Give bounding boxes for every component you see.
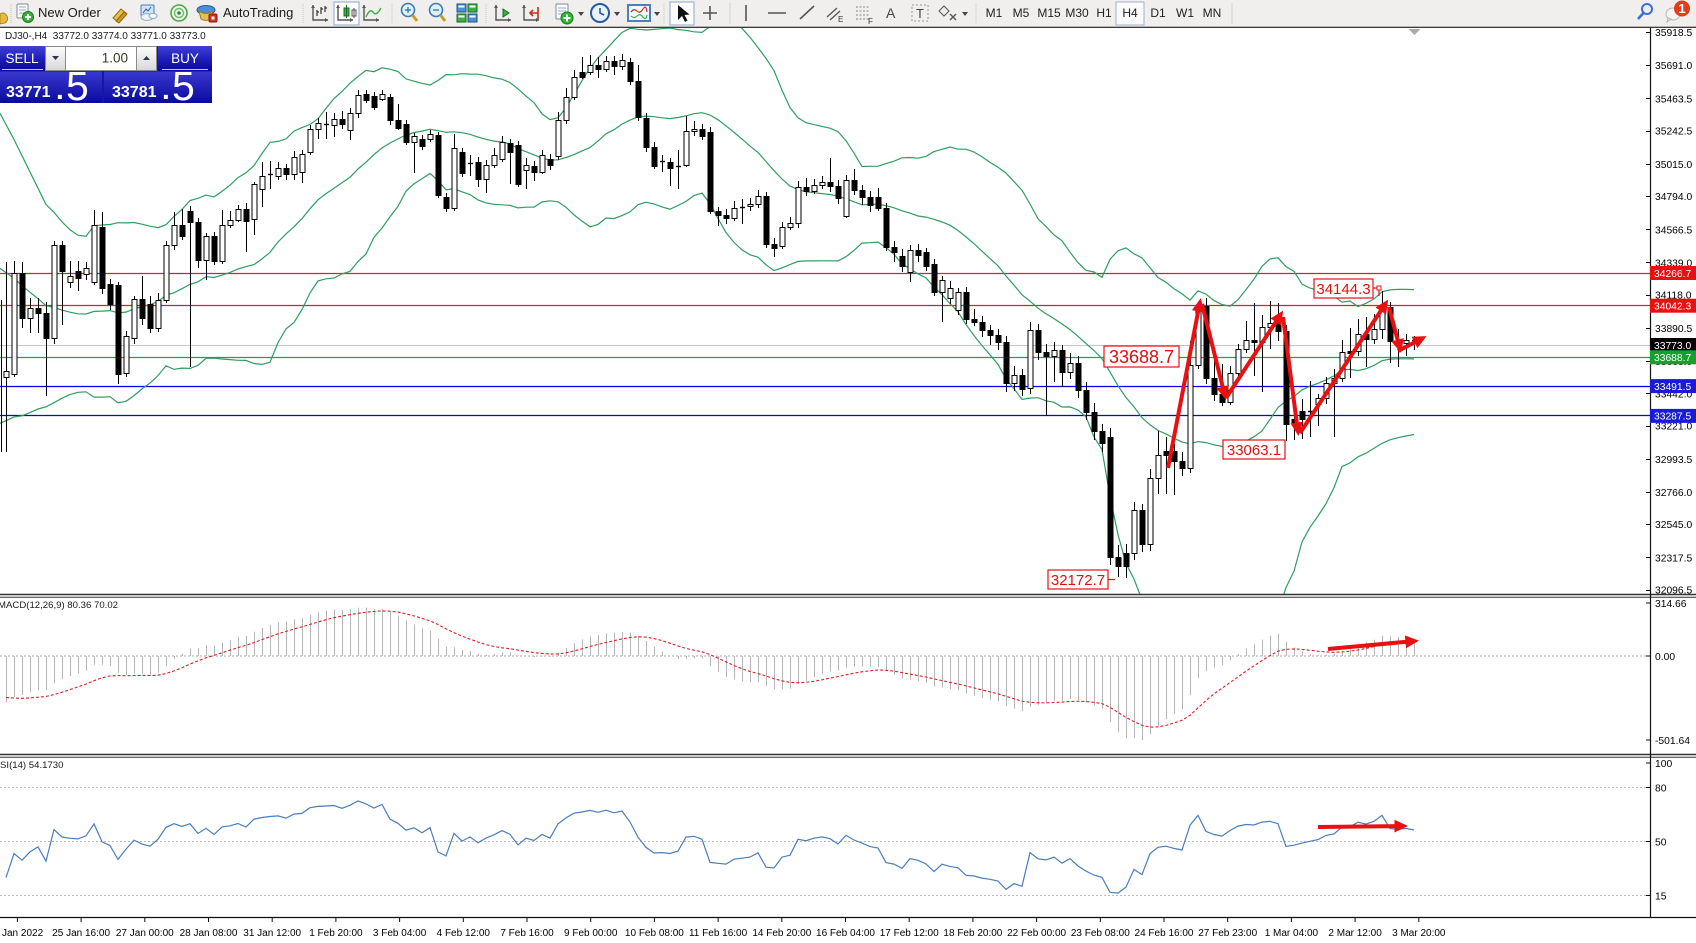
- svg-text:24 Feb 16:00: 24 Feb 16:00: [1135, 928, 1194, 939]
- svg-text:1: 1: [1678, 1, 1685, 16]
- svg-text:34144.3: 34144.3: [1316, 281, 1370, 298]
- svg-text:AutoTrading: AutoTrading: [223, 5, 293, 20]
- svg-text:16 Feb 04:00: 16 Feb 04:00: [816, 928, 875, 939]
- svg-text:32317.5: 32317.5: [1655, 553, 1692, 564]
- svg-text:35015.0: 35015.0: [1655, 160, 1692, 171]
- svg-text:33442.0: 33442.0: [1655, 389, 1692, 400]
- svg-text:31 Jan 12:00: 31 Jan 12:00: [243, 928, 301, 939]
- svg-text:100: 100: [1655, 759, 1672, 770]
- svg-text:T: T: [916, 6, 924, 21]
- svg-text:9 Feb 00:00: 9 Feb 00:00: [564, 928, 618, 939]
- svg-text:1 Feb 20:00: 1 Feb 20:00: [309, 928, 363, 939]
- svg-text:D1: D1: [1150, 6, 1166, 20]
- svg-text:34118.0: 34118.0: [1655, 291, 1692, 302]
- svg-text:New Order: New Order: [38, 5, 102, 20]
- svg-text:33221.0: 33221.0: [1655, 422, 1692, 433]
- svg-text:33491.5: 33491.5: [1654, 382, 1691, 393]
- svg-text:27 Jan 00:00: 27 Jan 00:00: [116, 928, 174, 939]
- svg-text:35463.5: 35463.5: [1655, 94, 1692, 105]
- svg-text:2 Mar 12:00: 2 Mar 12:00: [1328, 928, 1382, 939]
- svg-text:33063.1: 33063.1: [1227, 442, 1281, 459]
- svg-text:33781: 33781: [112, 84, 157, 101]
- svg-text:34339.0: 34339.0: [1655, 258, 1692, 269]
- svg-text:11 Feb 16:00: 11 Feb 16:00: [689, 928, 748, 939]
- svg-text:Jan 2022: Jan 2022: [2, 928, 44, 939]
- svg-text:33773.0: 33773.0: [1654, 341, 1691, 352]
- svg-text:W1: W1: [1176, 6, 1194, 20]
- svg-text:M30: M30: [1065, 6, 1089, 20]
- svg-text:1 Mar 04:00: 1 Mar 04:00: [1265, 928, 1319, 939]
- svg-text:34566.5: 34566.5: [1655, 225, 1692, 236]
- svg-text:E: E: [838, 15, 843, 24]
- svg-text:22 Feb 00:00: 22 Feb 00:00: [1007, 928, 1066, 939]
- svg-text:M5: M5: [1013, 6, 1030, 20]
- svg-text:DJ30-,H4 33772.0 33774.0 3377: DJ30-,H4 33772.0 33774.0 33771.0 33773.0: [5, 31, 206, 42]
- svg-text:-501.64: -501.64: [1655, 736, 1690, 747]
- svg-text:35691.0: 35691.0: [1655, 61, 1692, 72]
- svg-text:50: 50: [1655, 837, 1667, 848]
- svg-text:27 Feb 23:00: 27 Feb 23:00: [1198, 928, 1257, 939]
- svg-text:23 Feb 08:00: 23 Feb 08:00: [1071, 928, 1130, 939]
- svg-text:34042.3: 34042.3: [1654, 302, 1691, 313]
- svg-text:15: 15: [1655, 891, 1667, 902]
- svg-text:0.00: 0.00: [1655, 652, 1675, 663]
- svg-text:35242.5: 35242.5: [1655, 127, 1692, 138]
- svg-text:17 Feb 12:00: 17 Feb 12:00: [880, 928, 939, 939]
- svg-text:18 Feb 20:00: 18 Feb 20:00: [943, 928, 1002, 939]
- svg-text:7 Feb 16:00: 7 Feb 16:00: [500, 928, 554, 939]
- svg-text:25 Jan 16:00: 25 Jan 16:00: [52, 928, 110, 939]
- svg-text:33771: 33771: [6, 84, 51, 101]
- svg-text:32172.7: 32172.7: [1051, 572, 1105, 589]
- svg-text:H1: H1: [1096, 6, 1112, 20]
- svg-text:MN: MN: [1203, 6, 1222, 20]
- svg-text:A: A: [886, 5, 896, 21]
- svg-text:80: 80: [1655, 783, 1667, 794]
- svg-text:H4: H4: [1122, 6, 1138, 20]
- svg-text:14 Feb 20:00: 14 Feb 20:00: [752, 928, 811, 939]
- svg-text:28 Jan 08:00: 28 Jan 08:00: [180, 928, 238, 939]
- svg-text:M1: M1: [986, 6, 1003, 20]
- svg-text:35918.5: 35918.5: [1655, 28, 1692, 39]
- svg-text:4 Feb 12:00: 4 Feb 12:00: [437, 928, 491, 939]
- svg-text:33287.5: 33287.5: [1654, 412, 1691, 423]
- svg-text:MACD(12,26,9) 80.36 70.02: MACD(12,26,9) 80.36 70.02: [0, 600, 118, 611]
- svg-text:33688.7: 33688.7: [1654, 353, 1691, 364]
- svg-text:32993.5: 32993.5: [1655, 455, 1692, 466]
- svg-text:3 Feb 04:00: 3 Feb 04:00: [373, 928, 427, 939]
- svg-text:5: 5: [172, 63, 195, 109]
- svg-text:.: .: [162, 74, 170, 105]
- svg-text:34794.0: 34794.0: [1655, 192, 1692, 203]
- svg-text:SELL: SELL: [5, 51, 39, 66]
- svg-text:1.00: 1.00: [102, 51, 128, 66]
- svg-text:SI(14) 54.1730: SI(14) 54.1730: [0, 760, 63, 771]
- svg-text:.: .: [56, 74, 64, 105]
- svg-text:33890.5: 33890.5: [1655, 324, 1692, 335]
- svg-text:M15: M15: [1037, 6, 1061, 20]
- svg-text:5: 5: [66, 63, 89, 109]
- svg-text:32545.0: 32545.0: [1655, 520, 1692, 531]
- svg-text:314.66: 314.66: [1655, 599, 1687, 610]
- svg-text:34266.7: 34266.7: [1654, 269, 1691, 280]
- svg-text:32766.0: 32766.0: [1655, 488, 1692, 499]
- svg-text:3 Mar 20:00: 3 Mar 20:00: [1392, 928, 1446, 939]
- svg-text:33688.7: 33688.7: [1109, 347, 1174, 367]
- svg-text:10 Feb 08:00: 10 Feb 08:00: [625, 928, 684, 939]
- svg-text:32096.5: 32096.5: [1655, 586, 1692, 597]
- svg-text:BUY: BUY: [171, 51, 199, 66]
- svg-text:F: F: [868, 17, 873, 26]
